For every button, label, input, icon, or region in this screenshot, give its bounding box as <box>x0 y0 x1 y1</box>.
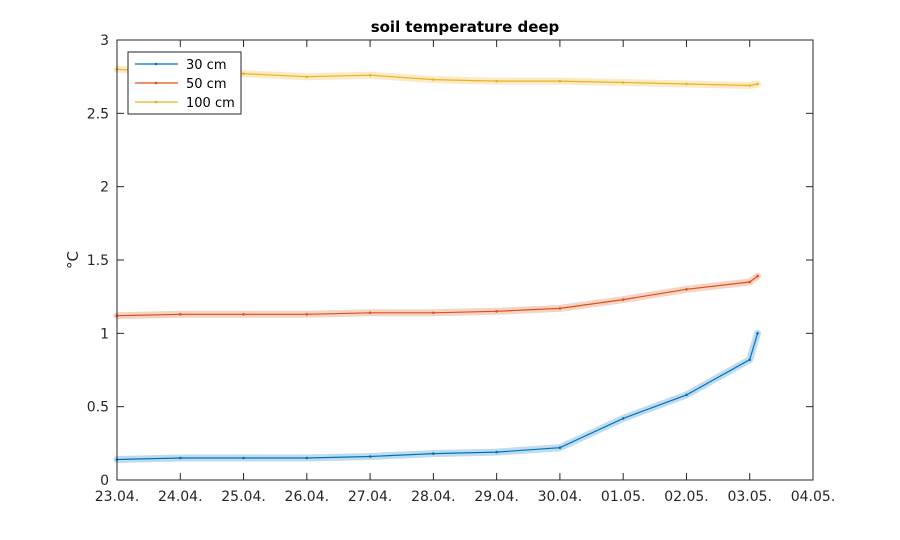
y-tick-label: 3 <box>100 33 109 49</box>
data-point <box>495 310 498 313</box>
data-point <box>621 417 625 420</box>
legend: 30 cm 50 cm 100 cm <box>127 51 242 115</box>
series-band <box>113 272 762 320</box>
y-tick-label: 1.5 <box>87 253 109 269</box>
data-point <box>242 456 245 460</box>
data-point <box>558 79 562 83</box>
data-point <box>242 72 245 75</box>
data-point <box>748 358 751 362</box>
y-axis-label: °C <box>64 251 82 269</box>
data-point <box>305 75 309 78</box>
x-tick-label: 28.04. <box>411 489 456 505</box>
data-point <box>368 311 372 315</box>
data-point <box>368 455 372 458</box>
y-tick-label: 0 <box>100 473 109 489</box>
legend-marker <box>154 100 158 104</box>
x-tick-label: 23.04. <box>95 489 140 505</box>
data-point <box>756 274 759 278</box>
data-point <box>748 84 751 87</box>
x-tick-label: 30.04. <box>538 489 583 505</box>
chart-title: soil temperature deep <box>371 18 560 36</box>
x-tick-label: 26.04. <box>285 489 330 505</box>
y-tick-label: 0.5 <box>87 400 109 416</box>
x-tick-label: 25.04. <box>221 489 266 505</box>
data-point <box>621 81 625 84</box>
data-point <box>756 332 759 335</box>
x-tick-label: 04.05. <box>791 489 836 505</box>
y-axis: 0 0.5 1 1.5 2 2.5 3 <box>87 33 813 489</box>
data-point <box>685 393 688 397</box>
series-line <box>116 333 759 461</box>
x-tick-label: 27.04. <box>348 489 393 505</box>
data-point <box>179 456 182 460</box>
legend-marker <box>154 62 158 66</box>
data-point <box>368 73 372 77</box>
data-point <box>305 313 309 316</box>
data-point <box>495 79 498 83</box>
data-point <box>432 452 435 455</box>
x-tick-label: 01.05. <box>601 489 646 505</box>
x-axis: 23.04. 24.04. 25.04. 26.04. 27.04. 28.04. 29.0… <box>95 40 836 505</box>
data-point <box>432 311 435 315</box>
data-point <box>558 446 562 450</box>
series-band <box>113 329 762 463</box>
series-line <box>116 275 758 317</box>
data-point <box>305 456 309 460</box>
data-point <box>748 280 751 284</box>
data-point <box>432 78 435 81</box>
x-tick-label: 02.05. <box>664 489 709 505</box>
y-tick-label: 1 <box>100 326 109 342</box>
y-tick-label: 2 <box>100 180 109 196</box>
data-point <box>685 288 688 291</box>
data-point <box>179 313 182 316</box>
legend-label: 50 cm <box>186 77 227 92</box>
legend-marker <box>154 81 158 85</box>
data-point <box>685 82 688 86</box>
data-point <box>242 313 245 316</box>
series-bands <box>113 65 762 463</box>
data-point <box>621 298 625 301</box>
data-point <box>558 307 562 310</box>
legend-label: 30 cm <box>186 58 227 73</box>
legend-label: 100 cm <box>186 96 235 111</box>
x-tick-label: 24.04. <box>158 489 203 505</box>
data-point <box>495 450 498 454</box>
data-point <box>756 82 759 86</box>
x-tick-label: 03.05. <box>727 489 772 505</box>
y-tick-label: 2.5 <box>87 106 109 122</box>
x-tick-label: 29.04. <box>474 489 519 505</box>
